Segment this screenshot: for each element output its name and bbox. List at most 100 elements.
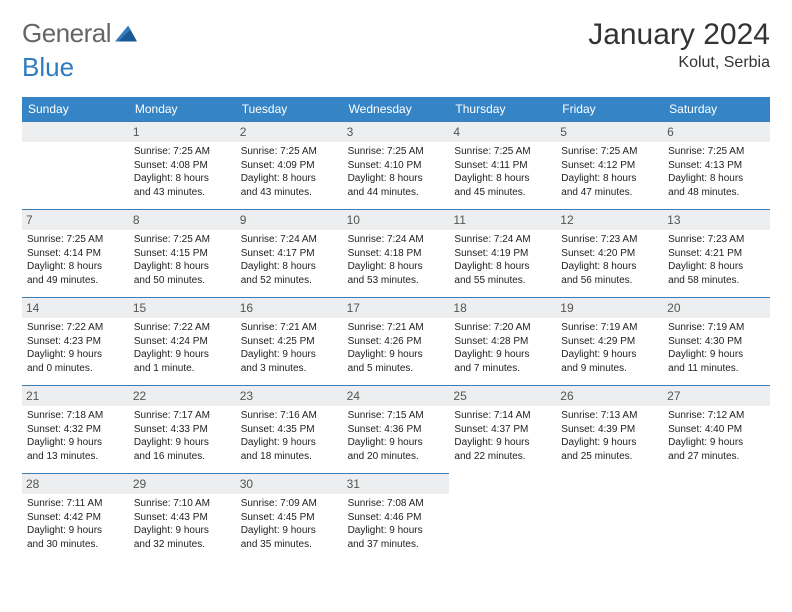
calendar-day-cell: 15Sunrise: 7:22 AMSunset: 4:24 PMDayligh… <box>129 297 236 385</box>
daylight-line2: and 49 minutes. <box>27 274 124 288</box>
daylight-line1: Daylight: 8 hours <box>561 172 658 186</box>
day-number: 15 <box>129 298 236 318</box>
calendar-day-cell: 23Sunrise: 7:16 AMSunset: 4:35 PMDayligh… <box>236 385 343 473</box>
weekday-header: Saturday <box>663 97 770 121</box>
page-title: January 2024 <box>588 18 770 52</box>
daylight-line2: and 22 minutes. <box>454 450 551 464</box>
daylight-line1: Daylight: 8 hours <box>348 172 445 186</box>
calendar-day-cell: 11Sunrise: 7:24 AMSunset: 4:19 PMDayligh… <box>449 209 556 297</box>
daylight-line1: Daylight: 9 hours <box>348 436 445 450</box>
weekday-header: Sunday <box>22 97 129 121</box>
calendar-day-cell: 22Sunrise: 7:17 AMSunset: 4:33 PMDayligh… <box>129 385 236 473</box>
sunrise-text: Sunrise: 7:25 AM <box>454 145 551 159</box>
weekday-header: Tuesday <box>236 97 343 121</box>
daylight-line2: and 30 minutes. <box>27 538 124 552</box>
sunrise-text: Sunrise: 7:21 AM <box>348 321 445 335</box>
daylight-line2: and 18 minutes. <box>241 450 338 464</box>
daylight-line1: Daylight: 9 hours <box>241 348 338 362</box>
day-number: 5 <box>556 122 663 142</box>
sunrise-text: Sunrise: 7:14 AM <box>454 409 551 423</box>
sunset-text: Sunset: 4:33 PM <box>134 423 231 437</box>
daylight-line1: Daylight: 8 hours <box>454 172 551 186</box>
daylight-line1: Daylight: 9 hours <box>134 348 231 362</box>
sunrise-text: Sunrise: 7:08 AM <box>348 497 445 511</box>
day-number: 14 <box>22 298 129 318</box>
sunset-text: Sunset: 4:20 PM <box>561 247 658 261</box>
daylight-line2: and 20 minutes. <box>348 450 445 464</box>
sunset-text: Sunset: 4:32 PM <box>27 423 124 437</box>
calendar-grid: SundayMondayTuesdayWednesdayThursdayFrid… <box>22 97 770 561</box>
brand-logo: General <box>22 18 139 49</box>
daylight-line2: and 9 minutes. <box>561 362 658 376</box>
daylight-line2: and 44 minutes. <box>348 186 445 200</box>
daylight-line2: and 37 minutes. <box>348 538 445 552</box>
title-block: January 2024 Kolut, Serbia <box>588 18 770 72</box>
daylight-line2: and 43 minutes. <box>134 186 231 200</box>
sunrise-text: Sunrise: 7:19 AM <box>561 321 658 335</box>
sunset-text: Sunset: 4:42 PM <box>27 511 124 525</box>
day-number: 25 <box>449 386 556 406</box>
sunset-text: Sunset: 4:46 PM <box>348 511 445 525</box>
day-number: 29 <box>129 474 236 494</box>
weekday-header: Thursday <box>449 97 556 121</box>
sunset-text: Sunset: 4:25 PM <box>241 335 338 349</box>
sunset-text: Sunset: 4:26 PM <box>348 335 445 349</box>
calendar-day-cell: 2Sunrise: 7:25 AMSunset: 4:09 PMDaylight… <box>236 121 343 209</box>
daylight-line1: Daylight: 9 hours <box>668 348 765 362</box>
sunset-text: Sunset: 4:29 PM <box>561 335 658 349</box>
daylight-line1: Daylight: 9 hours <box>27 436 124 450</box>
daylight-line1: Daylight: 9 hours <box>454 348 551 362</box>
sunrise-text: Sunrise: 7:25 AM <box>241 145 338 159</box>
sunset-text: Sunset: 4:35 PM <box>241 423 338 437</box>
daylight-line1: Daylight: 8 hours <box>134 260 231 274</box>
sunrise-text: Sunrise: 7:25 AM <box>348 145 445 159</box>
day-number: 13 <box>663 210 770 230</box>
sunset-text: Sunset: 4:24 PM <box>134 335 231 349</box>
sunset-text: Sunset: 4:39 PM <box>561 423 658 437</box>
day-number: 11 <box>449 210 556 230</box>
calendar-day-cell: 26Sunrise: 7:13 AMSunset: 4:39 PMDayligh… <box>556 385 663 473</box>
daylight-line2: and 32 minutes. <box>134 538 231 552</box>
daylight-line2: and 5 minutes. <box>348 362 445 376</box>
daylight-line1: Daylight: 9 hours <box>134 524 231 538</box>
brand-part1: General <box>22 18 111 49</box>
sunrise-text: Sunrise: 7:11 AM <box>27 497 124 511</box>
calendar-day-cell: 17Sunrise: 7:21 AMSunset: 4:26 PMDayligh… <box>343 297 450 385</box>
sunset-text: Sunset: 4:15 PM <box>134 247 231 261</box>
sunrise-text: Sunrise: 7:20 AM <box>454 321 551 335</box>
sunset-text: Sunset: 4:40 PM <box>668 423 765 437</box>
sunset-text: Sunset: 4:21 PM <box>668 247 765 261</box>
daylight-line1: Daylight: 9 hours <box>134 436 231 450</box>
sunrise-text: Sunrise: 7:18 AM <box>27 409 124 423</box>
daylight-line1: Daylight: 9 hours <box>27 348 124 362</box>
daylight-line2: and 52 minutes. <box>241 274 338 288</box>
daylight-line1: Daylight: 8 hours <box>348 260 445 274</box>
day-number: 31 <box>343 474 450 494</box>
daylight-line2: and 53 minutes. <box>348 274 445 288</box>
daylight-line2: and 45 minutes. <box>454 186 551 200</box>
daylight-line2: and 43 minutes. <box>241 186 338 200</box>
sunset-text: Sunset: 4:12 PM <box>561 159 658 173</box>
day-number: 19 <box>556 298 663 318</box>
sunrise-text: Sunrise: 7:10 AM <box>134 497 231 511</box>
daylight-line2: and 50 minutes. <box>134 274 231 288</box>
weekday-header: Monday <box>129 97 236 121</box>
day-number: 3 <box>343 122 450 142</box>
day-number: 8 <box>129 210 236 230</box>
day-number: 2 <box>236 122 343 142</box>
daylight-line2: and 58 minutes. <box>668 274 765 288</box>
sunrise-text: Sunrise: 7:19 AM <box>668 321 765 335</box>
daylight-line1: Daylight: 8 hours <box>668 260 765 274</box>
sunset-text: Sunset: 4:37 PM <box>454 423 551 437</box>
calendar-day-cell: 8Sunrise: 7:25 AMSunset: 4:15 PMDaylight… <box>129 209 236 297</box>
calendar-day-cell: 21Sunrise: 7:18 AMSunset: 4:32 PMDayligh… <box>22 385 129 473</box>
calendar-day-cell: 9Sunrise: 7:24 AMSunset: 4:17 PMDaylight… <box>236 209 343 297</box>
daylight-line1: Daylight: 9 hours <box>561 348 658 362</box>
day-number: 26 <box>556 386 663 406</box>
sunrise-text: Sunrise: 7:22 AM <box>27 321 124 335</box>
daylight-line1: Daylight: 9 hours <box>241 524 338 538</box>
sunset-text: Sunset: 4:08 PM <box>134 159 231 173</box>
sunrise-text: Sunrise: 7:09 AM <box>241 497 338 511</box>
daylight-line1: Daylight: 8 hours <box>668 172 765 186</box>
calendar-day-cell: 14Sunrise: 7:22 AMSunset: 4:23 PMDayligh… <box>22 297 129 385</box>
